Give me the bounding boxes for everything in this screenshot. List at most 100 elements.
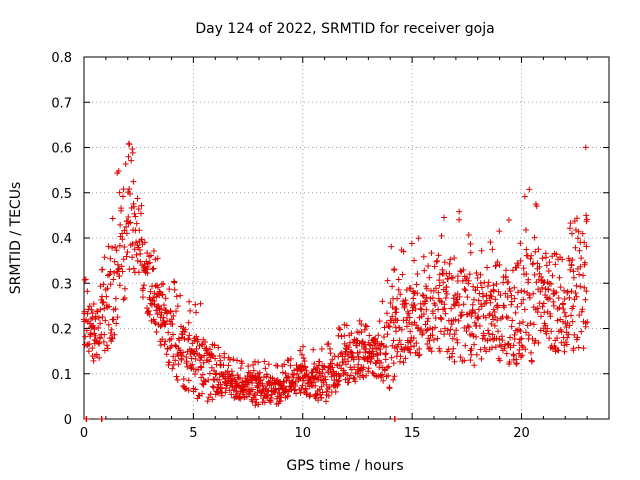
data-point	[448, 274, 455, 281]
data-point	[497, 292, 504, 299]
data-point	[349, 353, 356, 360]
data-point	[429, 332, 436, 339]
data-point	[423, 285, 430, 292]
data-point	[351, 364, 358, 371]
data-point	[525, 332, 532, 339]
data-point	[522, 329, 529, 336]
data-point	[121, 243, 128, 250]
data-point	[473, 333, 480, 340]
data-point	[257, 377, 264, 384]
data-point	[345, 344, 352, 351]
data-point	[326, 384, 333, 391]
data-point	[107, 268, 114, 275]
data-point	[149, 266, 156, 273]
data-point	[467, 249, 474, 256]
data-point	[540, 279, 547, 286]
data-point	[560, 287, 567, 294]
data-point	[566, 294, 573, 301]
data-point	[355, 361, 362, 368]
data-point	[108, 326, 115, 333]
data-point	[532, 248, 539, 255]
data-point	[359, 338, 366, 345]
data-point	[554, 317, 561, 324]
data-point	[570, 303, 577, 310]
data-point	[574, 334, 581, 341]
data-point	[322, 376, 329, 383]
data-point	[391, 266, 398, 273]
data-point	[442, 294, 449, 301]
y-tick-label: 0.3	[51, 277, 72, 292]
data-point	[508, 323, 515, 330]
data-point	[423, 306, 430, 313]
data-point	[456, 208, 463, 215]
data-point	[144, 270, 151, 277]
data-point	[461, 286, 468, 293]
data-point	[126, 266, 133, 273]
data-point	[121, 295, 128, 302]
data-point	[466, 271, 473, 278]
data-point	[150, 248, 157, 255]
data-point	[569, 318, 576, 325]
data-point	[388, 354, 395, 361]
data-point	[356, 317, 363, 324]
data-point	[576, 271, 583, 278]
data-point	[120, 186, 127, 193]
data-point	[575, 228, 582, 235]
data-point	[574, 235, 581, 242]
data-point	[458, 309, 465, 316]
data-point	[85, 348, 92, 355]
data-point	[252, 402, 259, 409]
data-point	[262, 365, 269, 372]
data-point	[509, 317, 516, 324]
data-point	[167, 308, 174, 315]
data-point	[436, 348, 443, 355]
data-point	[485, 279, 492, 286]
data-point	[194, 395, 201, 402]
data-point	[130, 178, 137, 185]
data-point	[558, 339, 565, 346]
data-point	[95, 324, 102, 331]
data-point	[366, 332, 373, 339]
data-point	[87, 329, 94, 336]
data-point	[379, 298, 386, 305]
data-point	[265, 361, 272, 368]
data-point	[455, 302, 462, 309]
data-point	[315, 397, 322, 404]
data-point	[471, 341, 478, 348]
data-point	[407, 349, 414, 356]
data-point	[420, 253, 427, 260]
x-tick-label: 0	[80, 426, 88, 441]
data-point	[361, 326, 368, 333]
data-point	[314, 390, 321, 397]
data-point	[564, 334, 571, 341]
data-point	[507, 344, 514, 351]
data-point	[263, 371, 270, 378]
data-point	[433, 258, 440, 265]
y-tick-labels: 0 0.1 0.2 0.3 0.4 0.5 0.6 0.7 0.8	[51, 51, 72, 428]
data-point	[170, 312, 177, 319]
data-point	[389, 313, 396, 320]
data-point	[111, 269, 118, 276]
data-point	[507, 334, 514, 341]
data-point	[182, 326, 189, 333]
data-point	[205, 394, 212, 401]
data-point	[530, 321, 537, 328]
data-point	[385, 322, 392, 329]
data-point	[328, 373, 335, 380]
data-point	[302, 364, 309, 371]
data-point	[511, 335, 518, 342]
data-point	[565, 331, 572, 338]
data-point	[568, 288, 575, 295]
data-point	[534, 260, 541, 267]
data-point	[119, 193, 126, 200]
data-point	[478, 247, 485, 254]
data-point	[416, 351, 423, 358]
data-point	[492, 296, 499, 303]
data-point	[567, 266, 574, 273]
data-point	[471, 319, 478, 326]
data-point	[158, 309, 165, 316]
data-point	[86, 341, 93, 348]
data-point	[104, 345, 111, 352]
data-point	[528, 349, 535, 356]
data-point	[358, 328, 365, 335]
